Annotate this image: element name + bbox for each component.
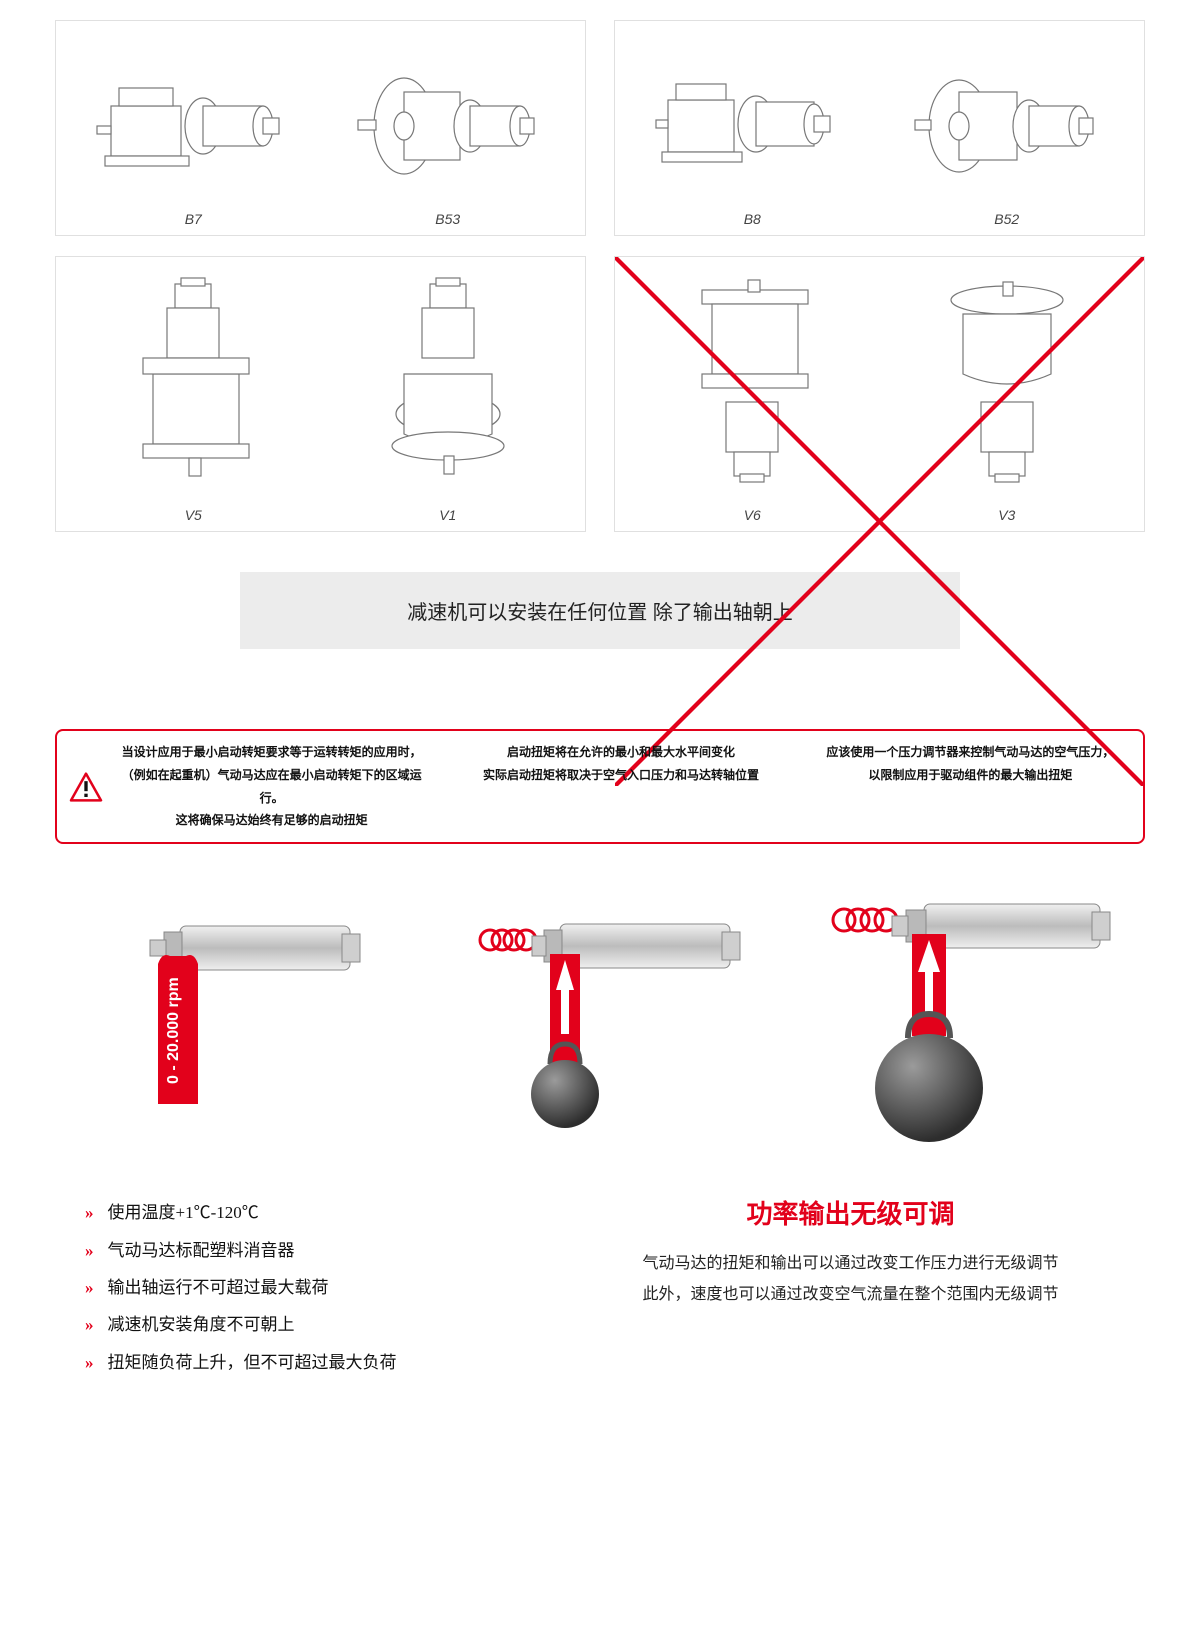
gearbox-drawing-b7: [66, 33, 321, 203]
power-title: 功率输出无级可调: [586, 1194, 1115, 1231]
bullet-4: 减速机安装角度不可朝上: [85, 1306, 526, 1343]
label-v3: V3: [880, 507, 1135, 523]
warning-2-line-1: 启动扭矩将在允许的最小和最大水平间变化: [466, 741, 775, 764]
panel-b7-b53: B7: [55, 20, 586, 236]
panel-v5-v1: V5: [55, 256, 586, 532]
label-b7: B7: [66, 211, 321, 227]
gearbox-drawing-b52: [880, 33, 1135, 203]
panel-v6-v3: V6: [614, 256, 1145, 532]
item-v5: V5: [66, 269, 321, 523]
warning-2-line-2: 实际启动扭矩将取决于空气入口压力和马达转轴位置: [466, 764, 775, 787]
label-b52: B52: [880, 211, 1135, 227]
bullet-5: 扭矩随负荷上升，但不可超过最大负荷: [85, 1344, 526, 1381]
bullet-1: 使用温度+1℃-120℃: [85, 1194, 526, 1231]
item-b53: B53: [321, 33, 576, 227]
mounting-note: 减速机可以安装在任何位置 除了输出轴朝上: [240, 572, 960, 649]
gearbox-drawing-b8: [625, 33, 880, 203]
power-line-1: 气动马达的扭矩和输出可以通过改变工作压力进行无级调节: [586, 1249, 1115, 1279]
bullet-3: 输出轴运行不可超过最大载荷: [85, 1269, 526, 1306]
gearbox-drawing-v5: [66, 269, 321, 499]
warning-3-line-2: 以限制应用于驱动组件的最大输出扭矩: [816, 764, 1125, 787]
warning-col-2: 启动扭矩将在允许的最小和最大水平间变化 实际启动扭矩将取决于空气入口压力和马达转…: [466, 741, 775, 832]
bullet-2: 气动马达标配塑料消音器: [85, 1232, 526, 1269]
warning-1-line-3: 这将确保马达始终有足够的启动扭矩: [117, 809, 426, 832]
usage-bullet-list: 使用温度+1℃-120℃ 气动马达标配塑料消音器 输出轴运行不可超过最大载荷 减…: [85, 1194, 526, 1381]
warning-1-line-1: 当设计应用于最小启动转矩要求等于运转转矩的应用时，: [117, 741, 426, 764]
power-adjustment-section: 功率输出无级可调 气动马达的扭矩和输出可以通过改变工作压力进行无级调节 此外，速…: [586, 1194, 1115, 1381]
warning-col-1: 当设计应用于最小启动转矩要求等于运转转矩的应用时， （例如在起重机）气动马达应在…: [117, 741, 426, 832]
gearbox-drawing-v3: [880, 269, 1135, 499]
gearbox-drawing-b53: [321, 33, 576, 203]
gearbox-drawing-v1: [321, 269, 576, 499]
label-b8: B8: [625, 211, 880, 227]
motor-illustration-row: 0 - 20.000 rpm: [75, 884, 1125, 1144]
motor-small-load-figure: [450, 904, 750, 1144]
panel-b8-b52: B8: [614, 20, 1145, 236]
gearbox-drawing-v6: [625, 269, 880, 499]
label-v5: V5: [66, 507, 321, 523]
item-b8: B8: [625, 33, 880, 227]
label-v6: V6: [625, 507, 880, 523]
label-b53: B53: [321, 211, 576, 227]
warning-box: 当设计应用于最小启动转矩要求等于运转转矩的应用时， （例如在起重机）气动马达应在…: [55, 729, 1145, 844]
motor-rpm-figure: 0 - 20.000 rpm: [110, 904, 370, 1144]
item-b7: B7: [66, 33, 321, 227]
warning-triangle-icon: [69, 772, 103, 802]
motor-large-load-figure: [800, 884, 1120, 1144]
item-v6: V6: [625, 269, 880, 523]
label-v1: V1: [321, 507, 576, 523]
item-v3: V3: [880, 269, 1135, 523]
item-v1: V1: [321, 269, 576, 523]
warning-3-line-1: 应该使用一个压力调节器来控制气动马达的空气压力，: [816, 741, 1125, 764]
rpm-gauge-text: 0 - 20.000 rpm: [165, 977, 182, 1084]
warning-col-3: 应该使用一个压力调节器来控制气动马达的空气压力， 以限制应用于驱动组件的最大输出…: [816, 741, 1125, 832]
item-b52: B52: [880, 33, 1135, 227]
power-line-2: 此外，速度也可以通过改变空气流量在整个范围内无级调节: [586, 1280, 1115, 1310]
warning-1-line-2: （例如在起重机）气动马达应在最小启动转矩下的区域运行。: [117, 764, 426, 810]
